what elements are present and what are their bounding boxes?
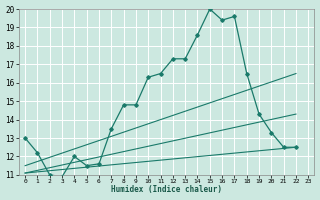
X-axis label: Humidex (Indice chaleur): Humidex (Indice chaleur) [111,185,222,194]
